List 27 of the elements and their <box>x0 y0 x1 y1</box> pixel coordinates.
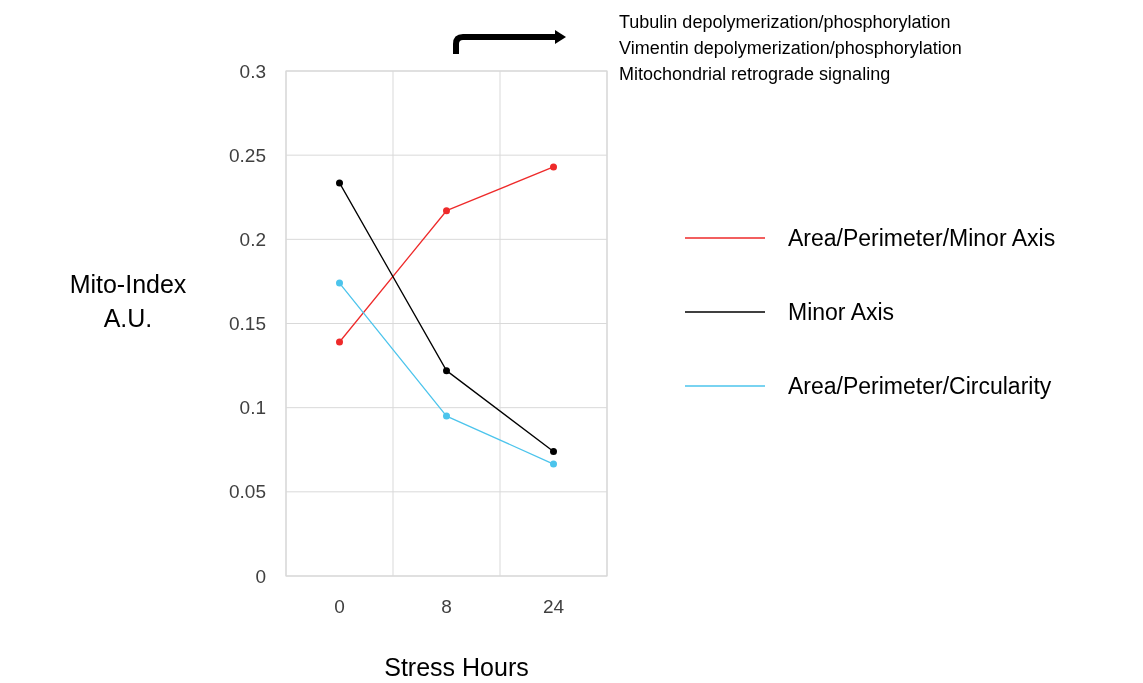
point <box>550 163 557 171</box>
y-tick-label: 0.05 <box>229 481 266 503</box>
point <box>443 367 450 375</box>
y-tick-label: 0.1 <box>239 397 266 419</box>
point <box>336 279 343 287</box>
point <box>550 460 557 468</box>
legend-label: Area/Perimeter/Minor Axis <box>788 225 1056 252</box>
y-tick-label: 0.15 <box>229 313 266 335</box>
point <box>550 447 557 455</box>
x-tick-label: 0 <box>334 596 345 617</box>
point <box>443 412 450 420</box>
legend-label: Minor Axis <box>788 299 895 326</box>
x-tick-label: 8 <box>441 596 452 617</box>
point <box>336 338 343 346</box>
x-axis-title: Stress Hours <box>384 653 529 681</box>
text: Mitochondrial retrograde signaling <box>619 64 891 84</box>
text: Tubulin depolymerization/phosphorylation <box>619 12 951 32</box>
point <box>336 179 343 187</box>
text: Vimentin depolymerization/phosphorylation <box>619 38 962 58</box>
y-tick-label: 0.3 <box>239 60 266 82</box>
y-axis-title: Mito-Index A.U. <box>69 270 187 332</box>
point <box>443 207 450 215</box>
legend-label: Area/Perimeter/Circularity <box>788 373 1052 400</box>
y-tick-label: 0.25 <box>229 144 266 166</box>
y-tick-label: 0.2 <box>239 228 266 250</box>
x-tick-label: 24 <box>542 596 565 617</box>
y-tick-label: 0 <box>255 565 266 587</box>
